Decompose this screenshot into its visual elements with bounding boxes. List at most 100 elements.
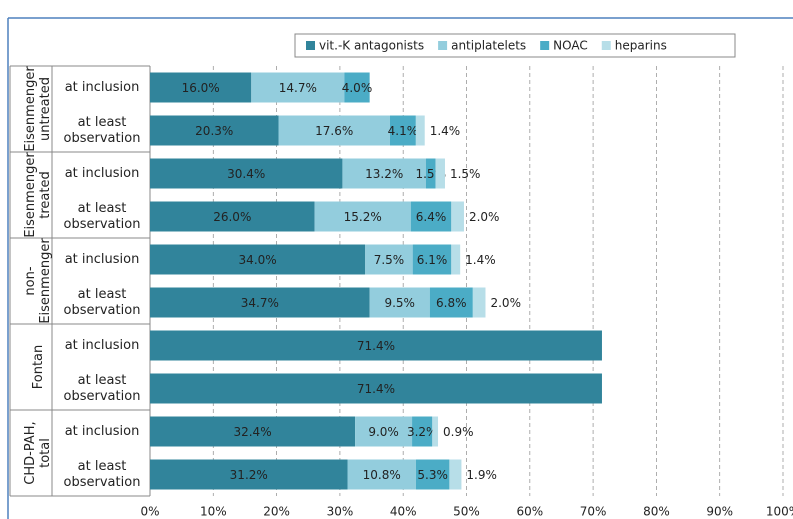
bar-segment (150, 72, 252, 103)
value-label: 5.3% (417, 468, 448, 482)
bar-segment (347, 459, 416, 490)
value-label: 14.7% (279, 81, 317, 95)
value-label: 6.4% (416, 210, 447, 224)
bar-segment (429, 287, 473, 318)
bar-segment (150, 115, 279, 146)
category-label: at inclusion (64, 79, 140, 95)
bar-segment (150, 158, 343, 189)
value-label: 26.0% (213, 210, 251, 224)
bar-segment (449, 459, 462, 490)
value-label: 7.5% (374, 253, 405, 267)
legend-swatch (540, 41, 550, 50)
value-label: 3.2% (407, 425, 438, 439)
x-tick-label: 100% (766, 505, 793, 519)
bar-segment (451, 201, 464, 232)
bar-segment (314, 201, 411, 232)
group-label: Fontan (30, 344, 46, 390)
bar-segment (415, 459, 450, 490)
value-label: 0.9% (443, 425, 474, 439)
category-label: at least observation (63, 200, 141, 232)
value-label: 32.4% (233, 425, 271, 439)
value-label: 15.2% (344, 210, 382, 224)
bar-segment (344, 72, 370, 103)
bar-segment (410, 201, 452, 232)
category-label: at inclusion (64, 165, 140, 181)
value-label: 16.0% (182, 81, 220, 95)
value-label: 34.0% (239, 253, 277, 267)
x-tick-label: 0% (140, 505, 159, 519)
bar-segment (150, 373, 602, 404)
value-label: 2.0% (490, 296, 521, 310)
bar-segment (472, 287, 486, 318)
value-label: 9.0% (368, 425, 399, 439)
value-label: 1.9% (466, 468, 497, 482)
value-label: 6.8% (436, 296, 467, 310)
value-label: 6.1% (417, 253, 448, 267)
x-tick-label: 20% (263, 505, 290, 519)
x-tick-label: 70% (580, 505, 607, 519)
group-label: CHD-PAH, total (23, 421, 53, 485)
bar-segment (150, 201, 315, 232)
bar-segment (150, 459, 348, 490)
value-label: 31.2% (230, 468, 268, 482)
category-label: at least observation (63, 458, 141, 490)
bar-segment (251, 72, 345, 103)
bar-segment (425, 158, 436, 189)
value-label: 4.1% (388, 124, 419, 138)
x-tick-label: 30% (327, 505, 354, 519)
value-label: 4.0% (342, 81, 373, 95)
legend-label: vit.-K antagonists (319, 39, 424, 53)
legend-label: heparins (615, 39, 667, 53)
x-tick-label: 10% (200, 505, 227, 519)
x-tick-label: 80% (643, 505, 670, 519)
bar-segment (342, 158, 426, 189)
value-label: 34.7% (241, 296, 279, 310)
x-tick-label: 60% (516, 505, 543, 519)
value-label: 1.4% (465, 253, 496, 267)
bar-segment (150, 244, 366, 275)
bar-segment (435, 158, 445, 189)
bar-segment (415, 115, 425, 146)
value-label: 10.8% (363, 468, 401, 482)
value-label: 1.5% (450, 167, 481, 181)
value-label: 9.5% (384, 296, 415, 310)
bar-segment (365, 244, 413, 275)
x-tick-label: 50% (453, 505, 480, 519)
bar-segment (150, 330, 602, 361)
x-tick-label: 40% (390, 505, 417, 519)
legend-swatch (601, 41, 611, 50)
group-label: Eisenmenger treated (23, 152, 53, 238)
legend-swatch (306, 41, 315, 50)
bar-segment (451, 244, 461, 275)
value-label: 30.4% (227, 167, 265, 181)
category-label: at inclusion (64, 251, 140, 267)
bar-segment (150, 416, 356, 447)
bar-segment (412, 244, 452, 275)
legend-label: antiplatelets (451, 39, 526, 53)
group-label: Eisenmenger untreated (23, 66, 53, 152)
bar-segment (369, 287, 430, 318)
category-label: at least observation (63, 372, 141, 404)
group-label: non-Eisenmenger (23, 238, 53, 324)
value-label: 20.3% (195, 124, 233, 138)
legend-box (294, 33, 736, 58)
category-label: at inclusion (64, 423, 140, 439)
value-label: 17.6% (315, 124, 353, 138)
bar-segment (412, 416, 433, 447)
value-label: 2.0% (469, 210, 500, 224)
bar-segment (278, 115, 390, 146)
category-label: at least observation (63, 286, 141, 318)
value-label: 71.4% (357, 382, 395, 396)
value-label: 71.4% (357, 339, 395, 353)
value-label: 13.2% (365, 167, 403, 181)
legend-swatch (438, 41, 448, 50)
bar-segment (389, 115, 416, 146)
x-tick-label: 90% (706, 505, 733, 519)
value-label: 1.4% (430, 124, 461, 138)
bar-segment (355, 416, 413, 447)
bar-segment (150, 287, 370, 318)
category-label: at least observation (63, 114, 141, 146)
legend-label: NOAC (553, 39, 588, 53)
